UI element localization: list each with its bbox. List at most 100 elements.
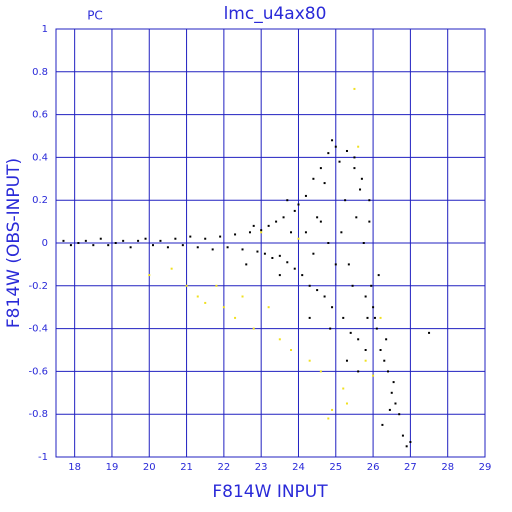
scatter-point — [278, 254, 281, 257]
scatter-point — [368, 199, 371, 202]
y-tick-label: 0.2 — [32, 195, 48, 206]
scatter-point — [107, 244, 110, 247]
scatter-point — [234, 316, 237, 319]
scatter-point — [211, 248, 214, 251]
y-tick-label: -1 — [38, 452, 48, 463]
scatter-point — [359, 188, 362, 191]
scatter-point — [357, 370, 360, 373]
y-tick-label: 0.6 — [32, 110, 48, 121]
scatter-point — [398, 413, 401, 416]
scatter-point — [319, 167, 322, 170]
scatter-point — [170, 267, 173, 270]
scatter-point — [323, 182, 326, 185]
x-tick-label: 24 — [292, 462, 305, 473]
scatter-point — [267, 224, 270, 227]
scatter-point — [166, 246, 169, 249]
x-tick-label: 28 — [441, 462, 454, 473]
scatter-point — [347, 263, 350, 266]
scatter-point — [364, 359, 367, 362]
scatter-point — [248, 231, 251, 234]
scatter-point — [340, 231, 343, 234]
scatter-point — [275, 220, 278, 223]
scatter-point — [122, 239, 125, 242]
scatter-point — [381, 423, 384, 426]
y-tick-label: 0 — [42, 238, 48, 249]
scatter-point — [327, 152, 330, 155]
scatter-point — [267, 306, 270, 309]
scatter-point — [185, 284, 188, 287]
scatter-point — [252, 224, 255, 227]
scatter-point — [84, 239, 87, 242]
scatter-point — [319, 370, 322, 373]
scatter-point — [327, 417, 330, 420]
scatter-point — [392, 381, 395, 384]
x-axis-label: F814W INPUT — [212, 482, 328, 502]
y-axis-label: F814W (OBS-INPUT) — [4, 158, 24, 328]
scatter-point — [379, 349, 382, 351]
scatter-point — [334, 145, 337, 148]
scatter-point — [334, 263, 337, 266]
scatter-point — [215, 284, 218, 287]
scatter-point — [353, 167, 356, 170]
scatter-point — [69, 244, 72, 247]
scatter-point — [144, 237, 147, 240]
x-tick-label: 22 — [218, 462, 231, 473]
scatter-point — [293, 209, 296, 212]
scatter-point — [286, 261, 289, 264]
scatter-point — [234, 233, 237, 236]
scatter-point — [331, 408, 334, 411]
scatter-point — [290, 349, 293, 351]
scatter-point — [278, 338, 281, 341]
scatter-point — [387, 370, 390, 373]
scatter-point — [383, 359, 386, 362]
y-tick-label: 0.8 — [32, 67, 48, 78]
scatter-point — [301, 274, 304, 277]
chart-title: lmc_u4ax80 — [224, 4, 327, 24]
scatter-point — [331, 139, 334, 142]
scatter-point — [263, 252, 266, 255]
scatter-point — [181, 244, 184, 247]
y-tick-label: 0.4 — [32, 152, 48, 163]
scatter-point — [370, 284, 373, 287]
scatter-point — [189, 235, 192, 238]
scatter-point — [290, 231, 293, 234]
scatter-point — [293, 267, 296, 270]
scatter-point — [344, 199, 347, 202]
scatter-point — [327, 242, 330, 244]
scatter-point — [405, 445, 408, 448]
scatter-point — [390, 391, 393, 394]
scatter-point — [375, 327, 378, 330]
scatter-point — [312, 177, 315, 180]
scatter-point — [366, 316, 369, 319]
scatter-point — [345, 149, 348, 152]
y-tick-label: -0.8 — [28, 409, 48, 420]
scatter-point — [355, 216, 358, 219]
scatter-point — [219, 235, 222, 238]
scatter-point — [114, 242, 117, 244]
scatter-point — [148, 274, 151, 277]
x-tick-label: 21 — [180, 462, 193, 473]
scatter-point — [345, 359, 348, 362]
scatter-point — [329, 327, 332, 330]
scatter-point — [304, 231, 307, 234]
scatter-point — [342, 316, 345, 319]
scatter-point — [316, 216, 319, 219]
scatter-point — [308, 359, 311, 362]
scatter-point — [372, 306, 375, 309]
scatter-point — [129, 246, 132, 249]
scatter-point — [373, 316, 376, 319]
scatter-point — [245, 263, 248, 266]
x-tick-label: 20 — [143, 462, 156, 473]
scatter-point — [338, 160, 341, 163]
scatter-point — [260, 231, 263, 234]
x-tick-label: 26 — [367, 462, 380, 473]
scatter-point — [362, 242, 365, 244]
scatter-point — [271, 256, 274, 259]
scatter-point — [252, 327, 255, 330]
scatter-point — [351, 284, 354, 287]
scatter-point — [297, 237, 300, 240]
x-tick-label: 23 — [255, 462, 268, 473]
scatter-point — [226, 246, 229, 249]
scatter-point — [357, 145, 360, 148]
y-tick-label: -0.6 — [28, 366, 48, 377]
